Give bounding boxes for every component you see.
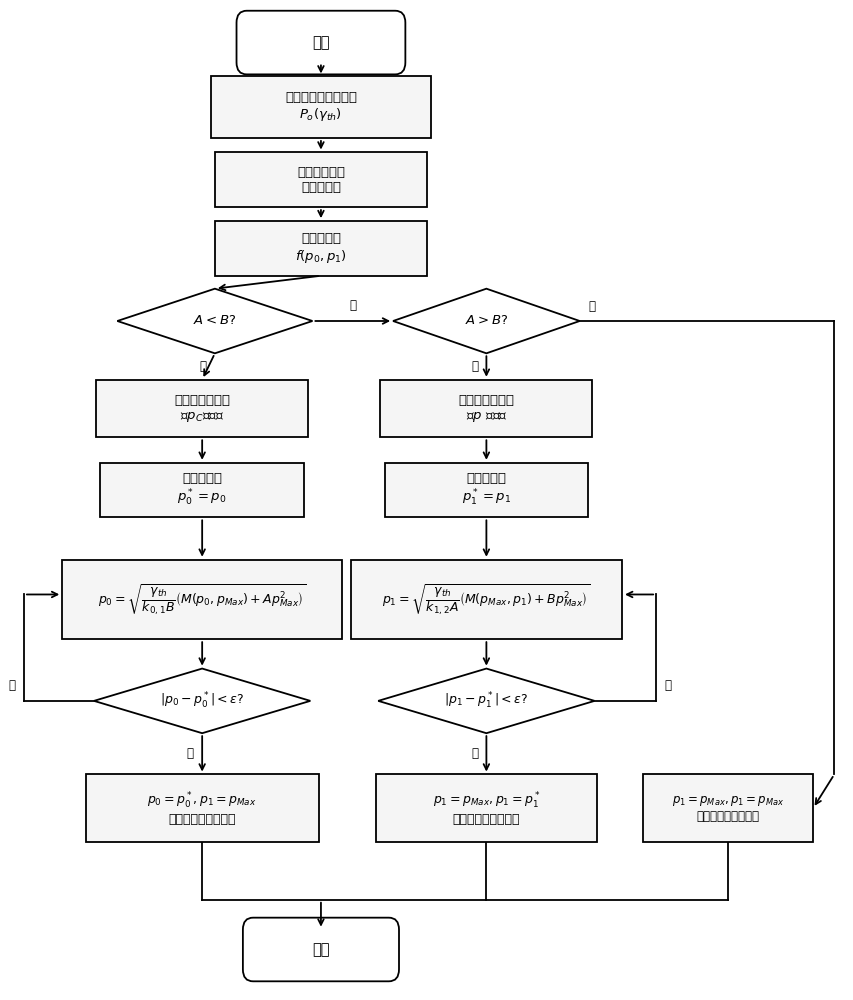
Text: 令中间变量
$p_0^* = p_0$: 令中间变量 $p_0^* = p_0$: [177, 472, 227, 508]
Bar: [215, 152, 426, 207]
Polygon shape: [94, 669, 310, 733]
Text: 否: 否: [664, 679, 670, 692]
Text: 设目标函数
$f(p_0, p_1)$: 设目标函数 $f(p_0, p_1)$: [294, 232, 346, 265]
Bar: [62, 560, 342, 639]
Bar: [380, 380, 592, 437]
Text: 设迭代精度门槛
对$p$ 初始化: 设迭代精度门槛 对$p$ 初始化: [458, 394, 514, 424]
Text: $p_0 = \sqrt{\dfrac{\gamma_{th}}{k_{0,1}B}\left(M(p_0, p_{Max})+Ap_{Max}^2\right: $p_0 = \sqrt{\dfrac{\gamma_{th}}{k_{0,1}…: [98, 582, 306, 617]
Text: $|p_0 - p_0^*| < \varepsilon?$: $|p_0 - p_0^*| < \varepsilon?$: [160, 691, 244, 711]
Text: 否: 否: [9, 679, 15, 692]
Text: 等价为非线性
最优化问题: 等价为非线性 最优化问题: [297, 166, 345, 194]
Bar: [96, 380, 308, 437]
FancyBboxPatch shape: [242, 918, 398, 981]
Text: $A > B?$: $A > B?$: [464, 314, 508, 327]
Polygon shape: [378, 669, 594, 733]
Text: 令中间变量
$p_1^* = p_1$: 令中间变量 $p_1^* = p_1$: [461, 472, 510, 508]
Text: 是: 是: [470, 747, 478, 760]
Text: 开始: 开始: [312, 35, 329, 50]
Text: $p_1 = p_{Max}, p_1 = p_{Max}$
是最优功率分配结果: $p_1 = p_{Max}, p_1 = p_{Max}$ 是最优功率分配结果: [671, 794, 783, 823]
Text: 否: 否: [588, 300, 595, 313]
Text: $A < B?$: $A < B?$: [193, 314, 236, 327]
Bar: [85, 774, 318, 842]
FancyBboxPatch shape: [236, 11, 405, 74]
Text: 是: 是: [470, 360, 478, 373]
Polygon shape: [117, 289, 312, 353]
Bar: [351, 560, 622, 639]
Text: 是: 是: [187, 747, 194, 760]
Text: $p_0 = p_0^*, p_1 = p_{Max}$
是最优功率分配结果: $p_0 = p_0^*, p_1 = p_{Max}$ 是最优功率分配结果: [148, 791, 257, 826]
Text: 否: 否: [349, 299, 356, 312]
Bar: [211, 76, 431, 138]
Text: $p_1 = p_{Max}, p_1 = p_1^*$
是最优功率分配结果: $p_1 = p_{Max}, p_1 = p_1^*$ 是最优功率分配结果: [432, 791, 540, 826]
Bar: [384, 463, 588, 517]
Text: $p_1 = \sqrt{\dfrac{\gamma_{th}}{k_{1,2}A}\left(M(p_{Max}, p_1)+Bp_{Max}^2\right: $p_1 = \sqrt{\dfrac{\gamma_{th}}{k_{1,2}…: [382, 582, 589, 617]
Text: 求解端到端终端概率
$P_o(\gamma_{th})$: 求解端到端终端概率 $P_o(\gamma_{th})$: [285, 91, 357, 123]
Bar: [642, 774, 812, 842]
Text: 是: 是: [199, 360, 206, 373]
Bar: [215, 221, 426, 276]
Bar: [375, 774, 596, 842]
Text: 设迭代精度门槛
对$p_C$初始化: 设迭代精度门槛 对$p_C$初始化: [174, 394, 230, 424]
Bar: [101, 463, 304, 517]
Text: 结束: 结束: [312, 942, 329, 957]
Polygon shape: [392, 289, 579, 353]
Text: $|p_1 - p_1^*| < \varepsilon?$: $|p_1 - p_1^*| < \varepsilon?$: [444, 691, 528, 711]
